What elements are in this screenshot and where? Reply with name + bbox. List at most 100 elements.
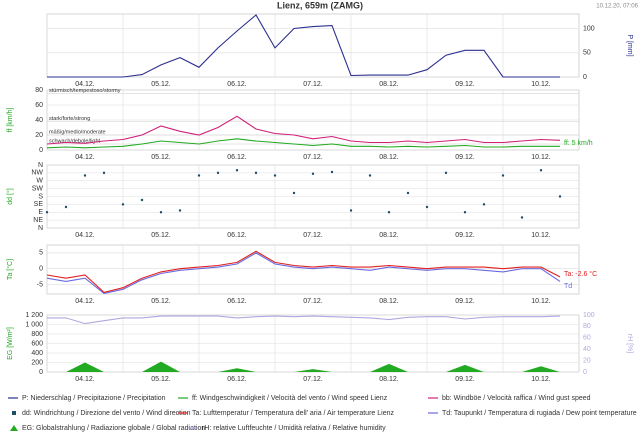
- x-tick-label: 08.12.: [379, 232, 399, 239]
- x-tick-label: 04.12.: [75, 81, 95, 88]
- x-tick-label: 05.12.: [151, 154, 171, 161]
- point: [349, 209, 353, 212]
- point: [83, 174, 87, 177]
- point: [501, 174, 505, 177]
- point: [311, 172, 315, 175]
- x-tick-label: 08.12.: [379, 81, 399, 88]
- x-tick-label: 07.12.: [303, 232, 323, 239]
- end-label: ff: 5 km/h: [564, 140, 593, 147]
- y-axis-label: P [mm]: [626, 34, 633, 56]
- y-tick-label: N: [38, 162, 43, 169]
- point: [102, 171, 106, 175]
- y-tick-label: 1 200: [25, 312, 43, 319]
- y-tick-label: 0: [39, 147, 43, 154]
- y2-tick-label: 0: [583, 369, 587, 376]
- band-label: stürmisch/tempestoso/stormy: [49, 88, 121, 94]
- y-tick-label: NE: [33, 217, 43, 224]
- y-tick-label: 20: [35, 132, 43, 139]
- y2-tick-label: 100: [583, 312, 595, 319]
- legend-label: P: Niederschlag / Precipitazione / Preci…: [22, 395, 166, 402]
- x-tick-label: 10.12.: [531, 298, 551, 305]
- legend-label: dd: Windrichtung / Direzione del vento /…: [22, 410, 191, 417]
- x-tick-label: 09.12.: [455, 154, 475, 161]
- y2-tick-label: 80: [583, 323, 591, 330]
- band-label: schwach/debole/light: [49, 138, 101, 144]
- y-tick-label: -5: [37, 281, 43, 288]
- x-tick-label: 06.12.: [227, 232, 247, 239]
- x-tick-label: 06.12.: [227, 81, 247, 88]
- y2-tick-label: 20: [583, 357, 591, 364]
- timestamp: 10.12.20, 07:06: [596, 4, 638, 10]
- x-tick-label: 05.12.: [151, 376, 171, 383]
- y-axis-label: EG [W/m²]: [7, 327, 14, 360]
- point: [463, 211, 467, 214]
- plot-frame: [46, 244, 580, 295]
- legend-label: Ta: Lufttemperatur / Temperatura dell' a…: [192, 410, 394, 417]
- y-tick-label: NW: [31, 170, 43, 177]
- point: [387, 211, 391, 214]
- x-tick-label: 08.12.: [379, 154, 399, 161]
- y-tick-label: 0: [583, 74, 587, 81]
- x-tick-label: 07.12.: [303, 81, 323, 88]
- legend-label: ff: Windgeschwindigkeit / Velocità del v…: [192, 395, 388, 402]
- x-tick-label: 09.12.: [455, 232, 475, 239]
- x-tick-label: 09.12.: [455, 298, 475, 305]
- x-tick-label: 06.12.: [227, 376, 247, 383]
- point: [140, 198, 144, 202]
- x-tick-label: 07.12.: [303, 154, 323, 161]
- series-line: [46, 138, 560, 149]
- y-tick-label: 0: [39, 266, 43, 273]
- y-tick-label: 0: [39, 369, 43, 376]
- x-tick-label: 10.12.: [531, 232, 551, 239]
- band-label: stark/forte/strong: [49, 116, 90, 122]
- series-area: [47, 361, 560, 372]
- y-tick-label: N: [38, 225, 43, 232]
- x-tick-label: 07.12.: [303, 298, 323, 305]
- y-tick-label: 50: [583, 50, 591, 57]
- x-tick-label: 08.12.: [379, 376, 399, 383]
- y-axis-label: ff [km/h]: [7, 108, 14, 133]
- series-line: [46, 115, 561, 145]
- y-tick-label: 80: [35, 87, 43, 94]
- y-tick-label: 200: [31, 359, 43, 366]
- point: [539, 169, 543, 172]
- y-tick-label: 5: [39, 250, 43, 257]
- y-tick-label: 1 000: [25, 321, 43, 328]
- legend-label: Td: Taupunkt / Temperatura di rugiada / …: [442, 410, 637, 417]
- series-line: [46, 250, 561, 294]
- point: [558, 195, 562, 198]
- point: [368, 174, 372, 177]
- y-tick-label: E: [38, 209, 43, 216]
- x-tick-label: 10.12.: [531, 376, 551, 383]
- end-label: Td: [564, 283, 572, 290]
- point: [178, 209, 182, 212]
- point: [520, 216, 524, 219]
- plot-frame: [46, 13, 580, 78]
- point: [64, 205, 68, 209]
- y-tick-label: S: [38, 193, 43, 200]
- legend-marker: [12, 411, 16, 415]
- series-line: [47, 315, 561, 325]
- point: [254, 171, 258, 175]
- x-tick-label: 05.12.: [151, 232, 171, 239]
- y2-tick-label: 60: [583, 335, 591, 342]
- y-tick-label: 100: [583, 25, 595, 32]
- y-tick-label: 400: [31, 350, 43, 357]
- point: [216, 171, 220, 175]
- x-tick-label: 04.12.: [75, 376, 95, 383]
- x-tick-label: 06.12.: [227, 154, 247, 161]
- y-tick-label: W: [36, 178, 43, 185]
- legend-label: rH: relative Luftfeuchte / Umidità relat…: [202, 425, 386, 432]
- point: [197, 174, 201, 177]
- y2-axis-label: rH [%]: [626, 334, 633, 354]
- point: [425, 205, 429, 209]
- y2-tick-label: 40: [583, 346, 591, 353]
- x-tick-label: 10.12.: [531, 154, 551, 161]
- y-tick-label: 800: [31, 331, 43, 338]
- point: [406, 191, 410, 195]
- point: [482, 203, 486, 206]
- point: [330, 170, 334, 174]
- x-tick-label: 08.12.: [379, 298, 399, 305]
- y-tick-label: 600: [31, 340, 43, 347]
